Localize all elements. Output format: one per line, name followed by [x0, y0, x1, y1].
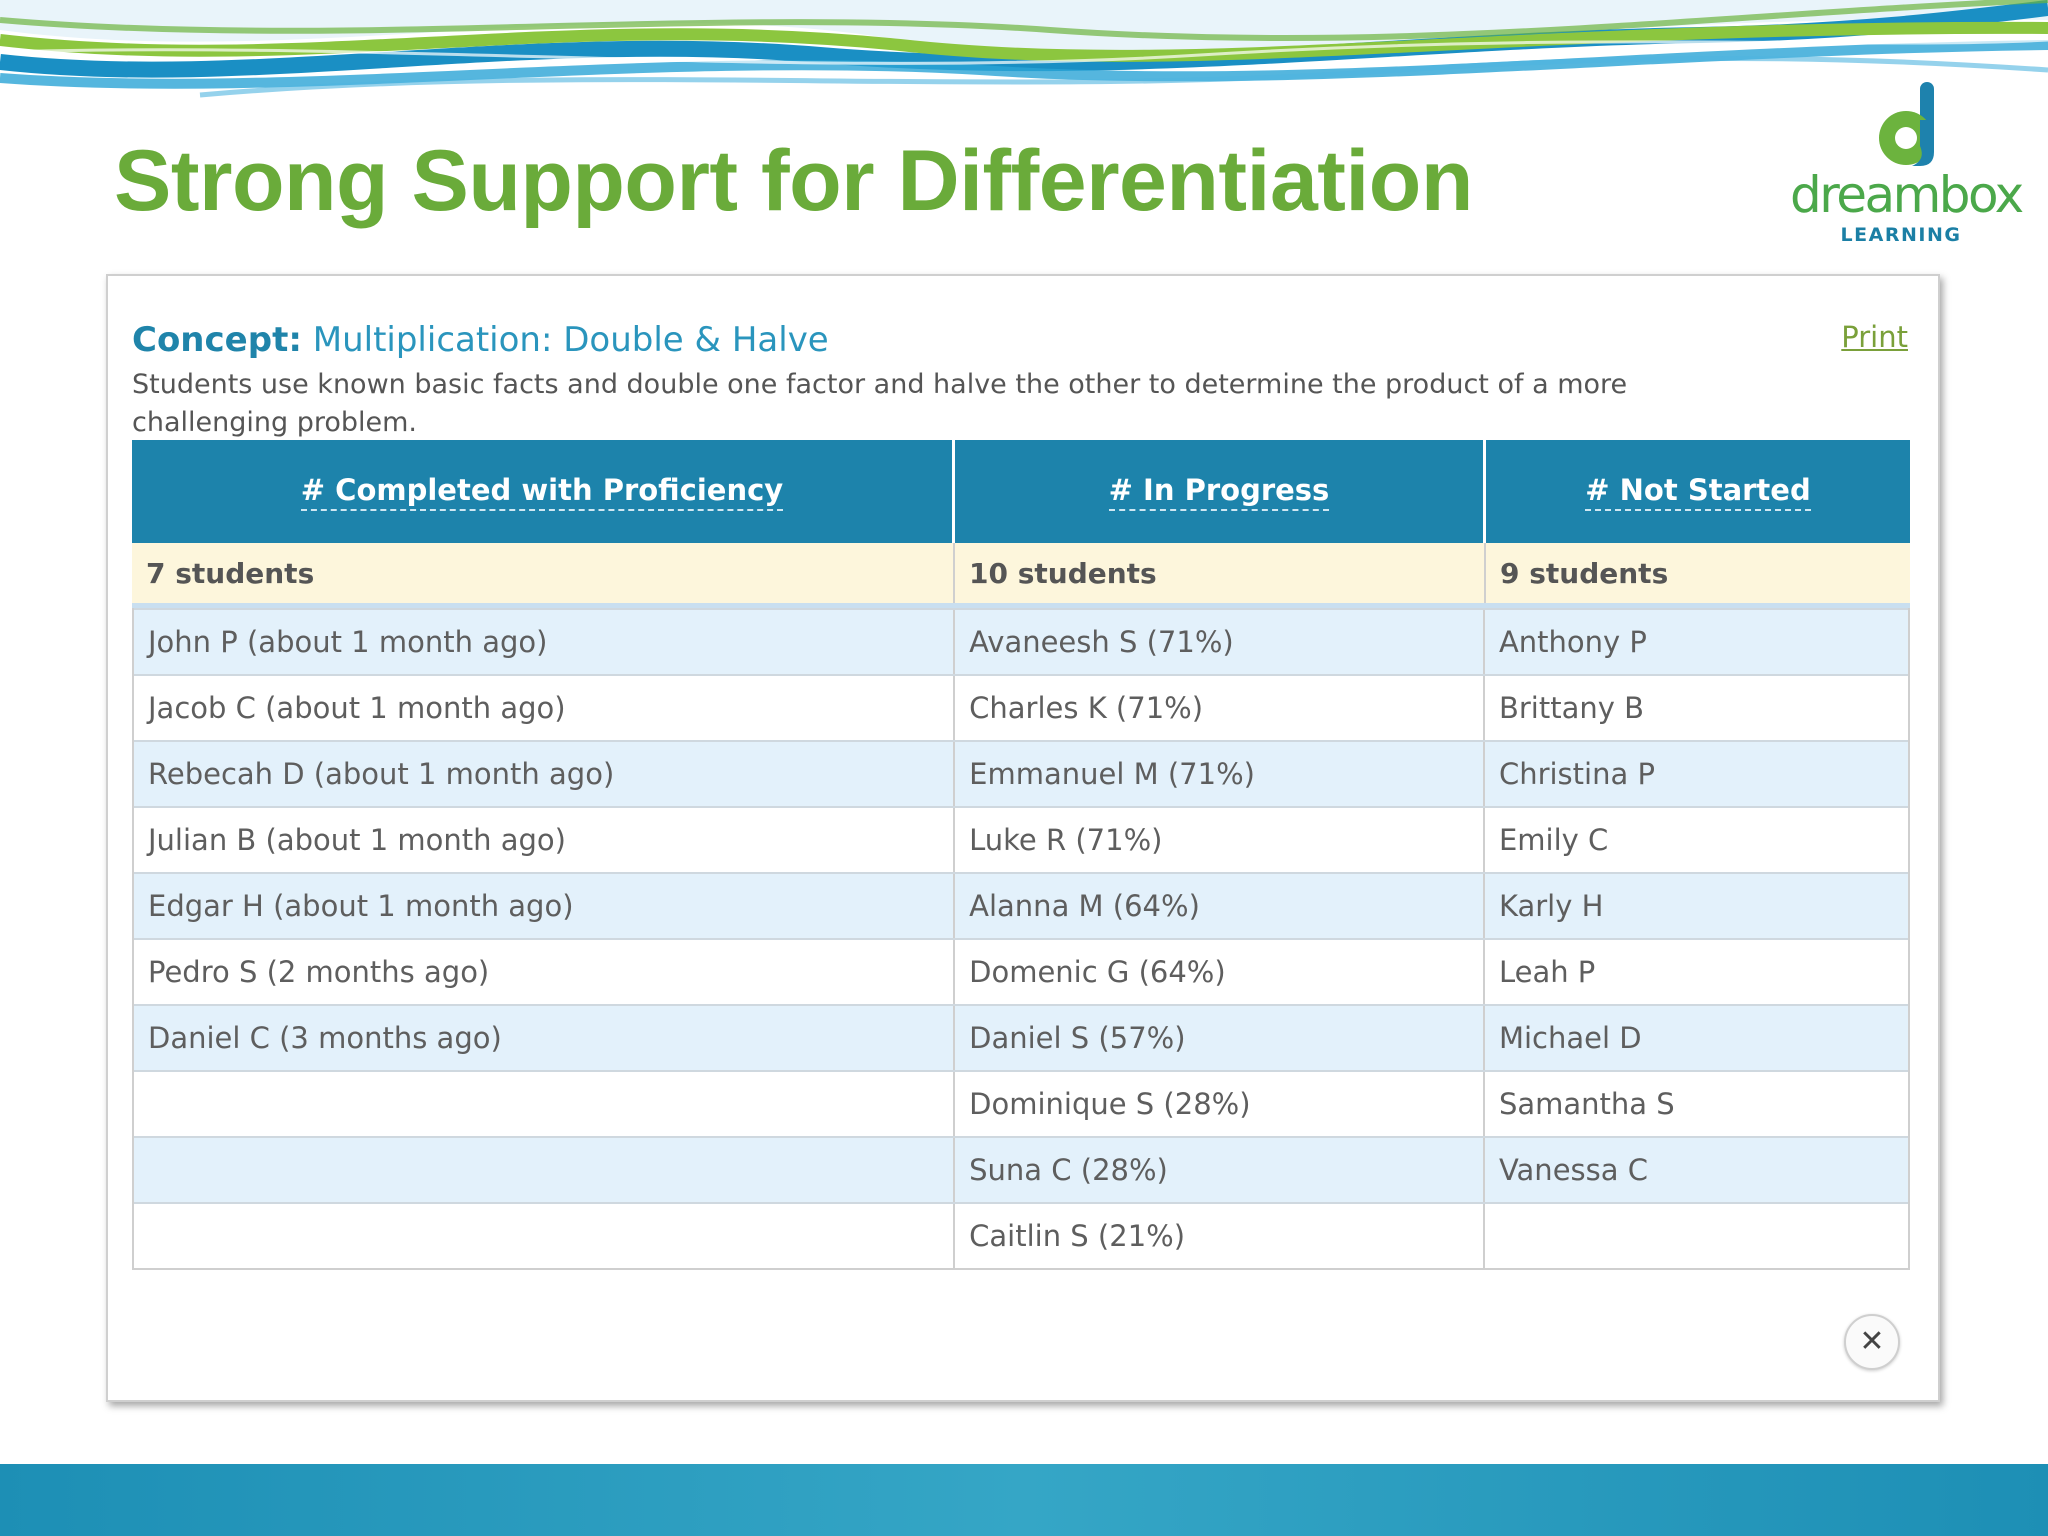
student-cell-in-progress: Avaneesh S (71%) [955, 610, 1485, 674]
student-cell-completed: Julian B (about 1 month ago) [134, 808, 956, 872]
header-wave-decoration [0, 0, 2048, 98]
dreambox-d-icon [1879, 82, 1934, 166]
footer-band [0, 1464, 2048, 1536]
header-not-started-label: # Not Started [1585, 473, 1811, 511]
student-cell-not-started: Samantha S [1498, 1087, 1675, 1121]
student-cell-in-progress: Dominique S (28%) [955, 1072, 1485, 1136]
student-cell-completed: Rebecah D (about 1 month ago) [134, 742, 956, 806]
table-row: Julian B (about 1 month ago) Luke R (71%)… [134, 806, 1908, 872]
student-cell-not-started: Christina P [1498, 757, 1655, 791]
print-link[interactable]: Print [1841, 320, 1908, 354]
student-cell-in-progress: Charles K (71%) [955, 676, 1485, 740]
concept-label: Concept: [132, 320, 302, 360]
student-cell-not-started: Vanessa C [1498, 1153, 1648, 1187]
student-progress-table: # Completed with Proficiency # In Progre… [132, 440, 1910, 1270]
count-not-started: 9 students [1500, 556, 1669, 590]
header-not-started[interactable]: # Not Started [1486, 440, 1910, 543]
concept-description: Students use known basic facts and doubl… [132, 369, 1628, 438]
student-cell-completed [134, 1204, 956, 1268]
student-cell-completed: Daniel C (3 months ago) [134, 1006, 956, 1070]
table-row: Daniel C (3 months ago) Daniel S (57%) Mic… [134, 1004, 1908, 1070]
student-cell-not-started: Anthony P [1498, 625, 1647, 659]
logo-tagline: LEARNING [1840, 224, 1962, 246]
table-row: Rebecah D (about 1 month ago) Emmanuel M … [134, 740, 1908, 806]
count-completed: 7 students [132, 543, 955, 603]
header-completed-label: # Completed with Proficiency [300, 473, 784, 511]
table-row: Caitlin S (21%) [134, 1202, 1908, 1268]
student-cell-not-started: Emily C [1498, 823, 1609, 857]
slide-title: Strong Support for Differentiation [114, 133, 1473, 229]
concept-report-dialog: Concept: Multiplication: Double & Halve … [106, 274, 1940, 1402]
header-completed[interactable]: # Completed with Proficiency [132, 440, 955, 543]
header-in-progress-label: # In Progress [1108, 473, 1330, 511]
table-row: Pedro S (2 months ago) Domenic G (64%) Lea… [134, 938, 1908, 1004]
student-cell-completed [134, 1072, 956, 1136]
student-cell-not-started: Leah P [1498, 955, 1596, 989]
dreambox-logo: dreambox LEARNING [1790, 80, 2024, 250]
table-row: Suna C (28%) Vanessa C [134, 1136, 1908, 1202]
student-count-row: 7 students 10 students 9 students [132, 543, 1910, 608]
student-cell-in-progress: Luke R (71%) [955, 808, 1485, 872]
student-cell-not-started: Karly H [1498, 889, 1604, 923]
student-cell-not-started: Brittany B [1498, 691, 1644, 725]
table-header-row: # Completed with Proficiency # In Progre… [132, 440, 1910, 543]
close-icon: ✕ [1859, 1324, 1885, 1359]
student-cell-in-progress: Domenic G (64%) [955, 940, 1485, 1004]
close-button[interactable]: ✕ [1844, 1314, 1900, 1370]
student-cell-completed: John P (about 1 month ago) [134, 610, 956, 674]
table-row: John P (about 1 month ago) Avaneesh S (71… [134, 608, 1908, 674]
student-cell-completed: Edgar H (about 1 month ago) [134, 874, 956, 938]
student-cell-in-progress: Emmanuel M (71%) [955, 742, 1485, 806]
concept-heading: Concept: Multiplication: Double & Halve [132, 320, 829, 360]
student-cell-not-started [1485, 1204, 1908, 1268]
student-cell-completed: Jacob C (about 1 month ago) [134, 676, 956, 740]
logo-wordmark: dreambox [1790, 166, 2024, 224]
student-cell-completed: Pedro S (2 months ago) [134, 940, 956, 1004]
table-row: Dominique S (28%) Samantha S [134, 1070, 1908, 1136]
count-in-progress: 10 students [955, 543, 1486, 603]
student-cell-in-progress: Suna C (28%) [955, 1138, 1485, 1202]
table-body: John P (about 1 month ago) Avaneesh S (71… [132, 608, 1910, 1270]
student-cell-not-started: Michael D [1498, 1021, 1642, 1055]
table-row: Edgar H (about 1 month ago) Alanna M (64%… [134, 872, 1908, 938]
concept-name: Multiplication: Double & Halve [312, 320, 829, 360]
header-in-progress[interactable]: # In Progress [955, 440, 1486, 543]
student-cell-completed [134, 1138, 956, 1202]
table-row: Jacob C (about 1 month ago) Charles K (71… [134, 674, 1908, 740]
student-cell-in-progress: Daniel S (57%) [955, 1006, 1485, 1070]
student-cell-in-progress: Caitlin S (21%) [955, 1204, 1485, 1268]
student-cell-in-progress: Alanna M (64%) [955, 874, 1485, 938]
